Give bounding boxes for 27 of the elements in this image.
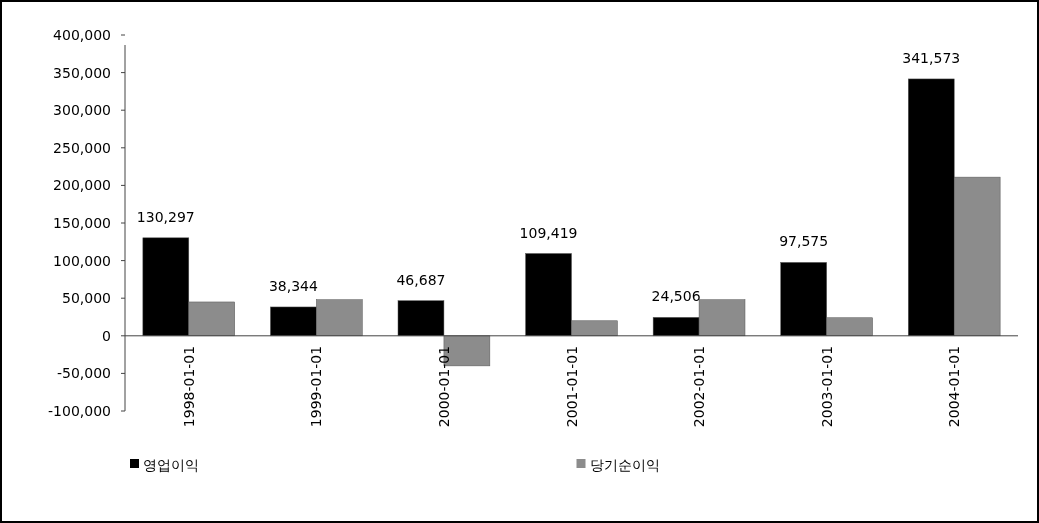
y-tick-label: 350,000 bbox=[53, 64, 111, 81]
x-tick-label: 1998-01-01 bbox=[180, 345, 197, 428]
y-tick-label: 150,000 bbox=[53, 215, 111, 231]
data-label: 97,575 bbox=[779, 233, 829, 250]
y-tick-label: 250,000 bbox=[53, 139, 111, 156]
x-tick-label: 2003-01-01 bbox=[818, 345, 835, 428]
legend-label: 영업이익 bbox=[143, 457, 199, 473]
data-label: 24,506 bbox=[651, 288, 701, 305]
data-label: 341,573 bbox=[902, 49, 961, 66]
data-label: 46,687 bbox=[396, 271, 446, 288]
y-tick-label: 400,000 bbox=[53, 27, 111, 43]
x-tick-label: 1999-01-01 bbox=[308, 345, 325, 428]
y-tick-label: 100,000 bbox=[53, 252, 111, 269]
y-tick-label: 50,000 bbox=[62, 290, 111, 307]
x-tick-label: 2004-01-01 bbox=[946, 345, 963, 428]
data-label: 130,297 bbox=[136, 208, 195, 225]
legend-label: 당기순이익 bbox=[589, 457, 660, 473]
x-tick-label: 2001-01-01 bbox=[563, 345, 580, 428]
data-label: 109,419 bbox=[519, 224, 578, 241]
x-tick-label: 2002-01-01 bbox=[691, 345, 708, 428]
y-tick-label: 0 bbox=[102, 327, 111, 344]
x-tick-label: 2000-01-01 bbox=[435, 345, 452, 428]
y-tick-label: -100,000 bbox=[48, 403, 111, 419]
y-tick-label: 300,000 bbox=[53, 102, 111, 119]
y-tick-label: -50,000 bbox=[56, 365, 111, 382]
y-tick-label: 200,000 bbox=[53, 177, 111, 194]
data-label: 38,344 bbox=[268, 277, 318, 294]
